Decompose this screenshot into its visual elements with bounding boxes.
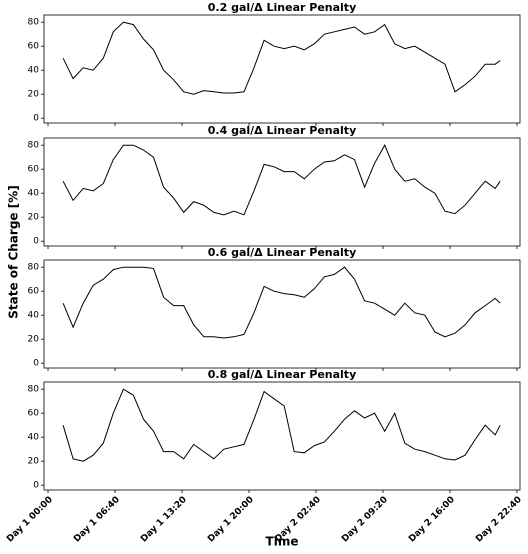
x-tick-label: Day 1 13:20 [139,495,189,545]
y-tick-label: 80 [28,141,40,151]
line [62,21,501,95]
y-tick-label: 0 [33,237,39,247]
y-tick-label: 40 [28,311,40,321]
y-tick-label: 0 [33,114,39,124]
axes-frame [43,137,521,247]
y-tick-label: 40 [28,433,40,443]
x-tick-label: Day 1 00:00 [5,495,55,545]
y-tick-label: 60 [28,42,40,52]
y-tick-label: 80 [28,18,40,28]
y-tick-label: 60 [28,165,40,175]
y-tick-label: 40 [28,189,40,199]
y-tick-label: 20 [28,457,40,467]
y-tick-label: 60 [28,287,40,297]
y-axis-label: State of Charge [%] [7,185,21,318]
x-axis-label: Time [266,535,299,549]
x-tick-label: Day 1 06:40 [72,495,122,545]
y-tick-label: 80 [28,385,40,395]
line [62,388,501,462]
axes-frame [43,259,521,369]
y-tick-label: 60 [28,409,40,419]
y-tick-label: 80 [28,263,40,273]
line [62,144,501,216]
subplot-title: 0.4 gal/Δ Linear Penalty [208,124,356,137]
x-tick-label: Day 1 20:00 [206,495,256,545]
y-tick-label: 0 [33,359,39,369]
x-tick-label: Day 2 09:20 [340,495,390,545]
x-tick-label: Day 2 22:40 [474,495,524,545]
y-tick-label: 0 [33,481,39,491]
y-tick-label: 20 [28,335,40,345]
subplot-title: 0.2 gal/Δ Linear Penalty [208,1,356,14]
line [62,266,501,339]
subplot-title: 0.6 gal/Δ Linear Penalty [208,246,356,259]
x-tick-label: Day 2 16:00 [407,495,457,545]
subplot-title: 0.8 gal/Δ Linear Penalty [208,368,356,381]
axes-frame [43,381,521,491]
y-tick-label: 40 [28,66,40,76]
y-tick-label: 20 [28,90,40,100]
y-tick-label: 20 [28,213,40,223]
axes-frame [43,14,521,124]
